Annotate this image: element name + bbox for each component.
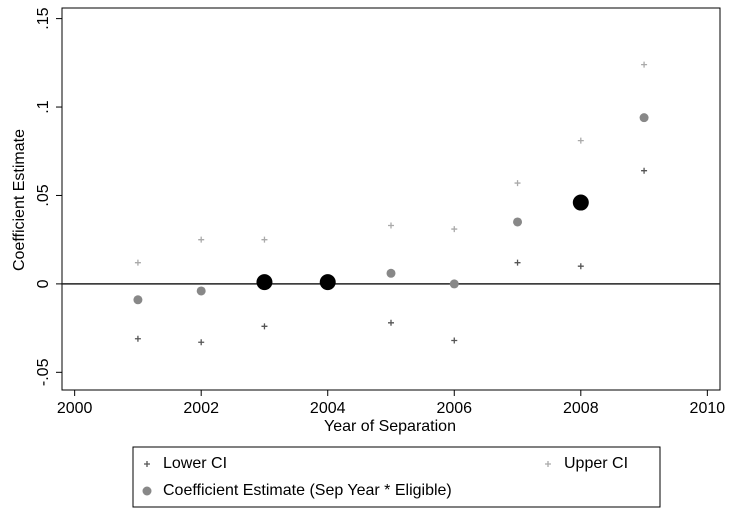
x-tick-label: 2010 xyxy=(690,400,726,417)
plot-area xyxy=(61,7,721,391)
point xyxy=(261,236,268,243)
legend-label: Lower CI xyxy=(163,455,227,472)
y-tick-label: .15 xyxy=(35,7,52,29)
point xyxy=(577,263,584,270)
point xyxy=(388,319,394,326)
point xyxy=(386,268,396,278)
legend-marker xyxy=(142,486,152,496)
point xyxy=(449,279,459,289)
x-tick-label: 2000 xyxy=(57,400,93,417)
point xyxy=(513,217,523,227)
point xyxy=(451,337,458,344)
point xyxy=(577,137,584,144)
x-tick-label: 2008 xyxy=(563,400,599,417)
point xyxy=(514,180,521,187)
point xyxy=(388,222,394,229)
point xyxy=(256,274,273,291)
point xyxy=(196,286,206,296)
legend xyxy=(132,446,661,508)
point xyxy=(641,61,648,68)
x-tick-label: 2004 xyxy=(310,400,346,417)
point xyxy=(639,113,649,123)
y-tick-label: 0 xyxy=(35,279,52,288)
point xyxy=(133,295,143,305)
legend-marker xyxy=(545,461,551,467)
point xyxy=(134,259,141,266)
point xyxy=(134,335,141,342)
x-axis-label: Year of Separation xyxy=(324,418,456,435)
point xyxy=(261,323,268,330)
y-tick-label: .1 xyxy=(35,100,52,113)
point xyxy=(451,226,458,233)
point xyxy=(514,259,521,266)
point xyxy=(572,194,589,211)
point xyxy=(198,236,205,243)
x-tick-label: 2006 xyxy=(436,400,472,417)
point xyxy=(319,274,336,291)
legend-label: Coefficient Estimate (Sep Year * Eligibl… xyxy=(163,482,452,499)
x-tick-label: 2002 xyxy=(183,400,219,417)
point xyxy=(641,167,648,174)
y-axis-label: Coefficient Estimate xyxy=(11,129,28,271)
legend-label: Upper CI xyxy=(564,455,628,472)
y-tick-label: -.05 xyxy=(35,358,52,386)
legend-marker xyxy=(144,461,150,467)
point xyxy=(198,339,205,346)
y-tick-label: .05 xyxy=(35,184,52,206)
